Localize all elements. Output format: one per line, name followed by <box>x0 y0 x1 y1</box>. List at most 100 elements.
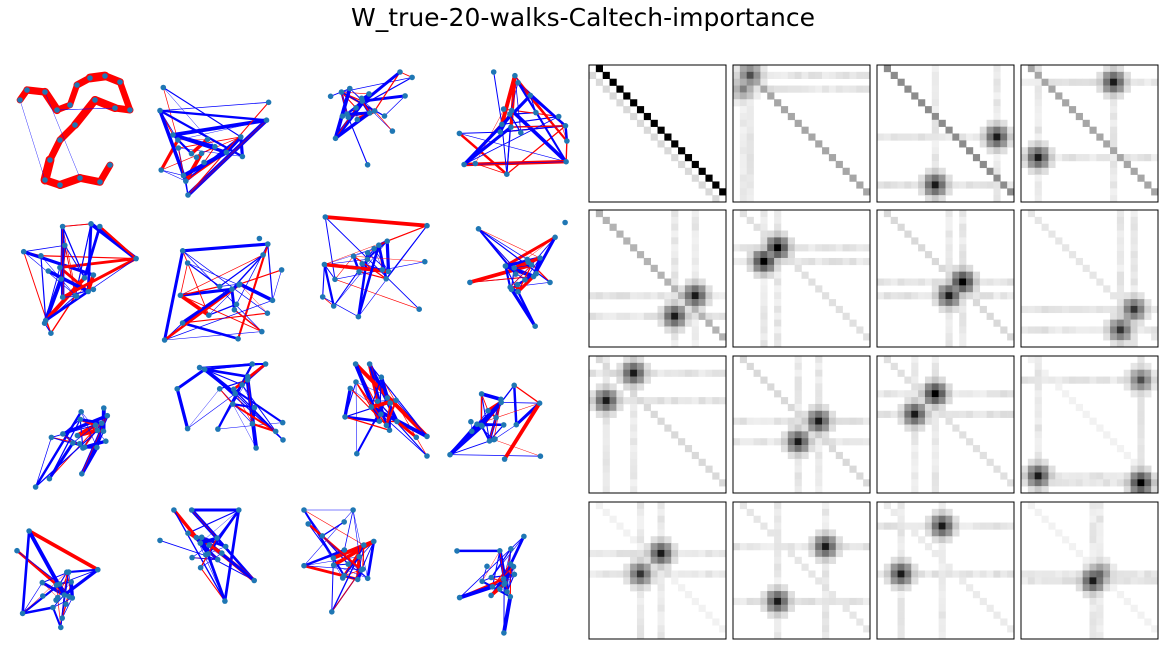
matrix-cell <box>808 85 816 93</box>
matrix-cell <box>1027 570 1035 578</box>
matrix-cell <box>678 299 686 307</box>
matrix-cell <box>972 154 981 162</box>
matrix-cell <box>774 502 782 510</box>
matrix-cell <box>609 403 617 412</box>
graph-edge <box>208 303 238 316</box>
matrix-cell <box>1055 570 1063 578</box>
matrix-cell <box>794 397 802 405</box>
matrix-cell <box>1007 181 1015 189</box>
matrix-cell <box>595 292 603 300</box>
matrix-cell <box>931 278 939 286</box>
matrix-cell <box>1096 278 1104 286</box>
matrix-cell <box>1082 305 1090 314</box>
matrix-cell <box>822 85 830 93</box>
matrix-cell <box>780 85 789 93</box>
graph-edge <box>158 109 268 122</box>
matrix-cell <box>1034 78 1042 86</box>
matrix-cell <box>883 133 891 141</box>
matrix-cell <box>1034 356 1042 364</box>
graph-node <box>514 281 521 288</box>
matrix-cell <box>719 549 727 558</box>
matrix-cell <box>794 479 802 487</box>
graph-panel-14 <box>157 507 257 604</box>
matrix-cell <box>1089 591 1097 599</box>
matrix-cell <box>1000 522 1008 530</box>
matrix-cell <box>1096 78 1104 86</box>
matrix-cell <box>746 71 754 79</box>
graph-edge <box>457 584 495 600</box>
matrix-cell <box>616 397 624 405</box>
matrix-cell <box>664 299 672 307</box>
graph-edge <box>172 508 199 540</box>
matrix-cell <box>787 549 795 558</box>
matrix-cell <box>1055 92 1063 100</box>
matrix-cell <box>787 112 795 121</box>
matrix-cell <box>938 305 946 314</box>
graph-edge <box>333 86 352 141</box>
matrix-cell <box>835 71 843 79</box>
matrix-cell <box>780 71 789 79</box>
graph-edge <box>343 569 362 577</box>
matrix-cell <box>1116 237 1125 245</box>
matrix-cell <box>1116 257 1125 266</box>
matrix-cell <box>938 563 946 571</box>
matrix-cell <box>1116 326 1125 334</box>
matrix-cell <box>815 383 823 391</box>
matrix-cell <box>1137 486 1145 494</box>
matrix-cell <box>678 584 686 592</box>
matrix-cell <box>938 618 946 626</box>
graph-edge <box>322 296 359 318</box>
graph-edge <box>331 569 362 613</box>
matrix-cell <box>746 181 754 189</box>
matrix-cell <box>815 472 823 480</box>
matrix-cell <box>1110 112 1118 121</box>
matrix-cell <box>815 438 823 446</box>
matrix-cell <box>636 522 645 530</box>
matrix-cell <box>911 237 919 245</box>
matrix-cell <box>780 611 789 619</box>
matrix-cell <box>698 292 706 300</box>
matrix-cell <box>856 543 864 551</box>
matrix-cell <box>1068 78 1077 86</box>
matrix-cell <box>828 410 837 418</box>
matrix-cell <box>931 445 939 453</box>
matrix-cell <box>767 529 775 537</box>
matrix-cell <box>1116 210 1125 218</box>
graph-node <box>231 307 238 313</box>
graph-edge <box>187 119 267 196</box>
matrix-cell <box>787 604 795 612</box>
graph-edge <box>355 381 388 426</box>
matrix-cell <box>1034 369 1042 377</box>
matrix-cell <box>890 570 898 578</box>
matrix-cell <box>1130 376 1138 384</box>
matrix-cell <box>746 251 754 259</box>
graph-node <box>40 593 46 599</box>
graph-node <box>48 330 54 337</box>
matrix-cell <box>863 333 871 341</box>
matrix-cell <box>1034 326 1042 334</box>
graph-edge <box>175 387 190 431</box>
matrix-cell <box>938 536 946 544</box>
graph-edge <box>44 91 81 179</box>
matrix-cell <box>739 417 747 425</box>
matrix-cell <box>1110 92 1118 100</box>
matrix-cell <box>1130 167 1138 175</box>
matrix-cell <box>671 292 679 300</box>
matrix-cell <box>1089 154 1097 162</box>
graph-node <box>301 562 307 569</box>
matrix-cell <box>863 543 871 551</box>
matrix-cell <box>767 604 775 612</box>
matrix-cell <box>1110 319 1118 327</box>
matrix-cell <box>1103 319 1111 327</box>
matrix-cell <box>794 410 802 418</box>
matrix-cell <box>822 570 830 578</box>
matrix-cell <box>616 390 624 398</box>
graph-node <box>456 130 463 137</box>
matrix-cell <box>1137 397 1145 405</box>
matrix-cell <box>993 119 1001 127</box>
matrix-cell <box>657 570 665 578</box>
matrix-cell <box>760 237 768 245</box>
graph-edge <box>23 244 66 253</box>
matrix-cell <box>664 369 672 377</box>
matrix-cell <box>712 195 720 203</box>
